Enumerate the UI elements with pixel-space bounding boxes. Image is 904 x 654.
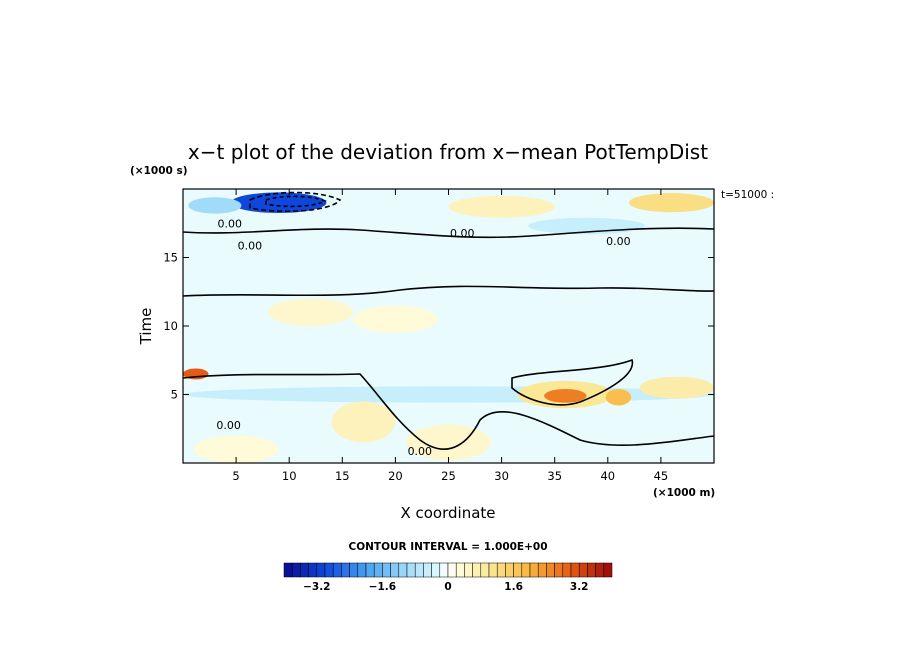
x-axis: 5 10 15 20 25 30 35 40 45 [232, 189, 668, 483]
colorbar-cell [324, 562, 334, 578]
colorbar-cell [373, 562, 383, 578]
colorbar-tick-label: 0 [444, 581, 451, 593]
contour-label: 0.00 [408, 445, 433, 458]
y-tick-label: 10 [163, 319, 178, 333]
colorbar-cell [472, 562, 482, 578]
colorbar-cell [505, 562, 514, 578]
y-tick-label: 15 [163, 251, 178, 265]
colorbar-cell [439, 562, 449, 578]
colorbar-cell [308, 562, 318, 578]
contour-interval-label: CONTOUR INTERVAL = 1.000E+00 [348, 541, 547, 553]
anomaly-blob [230, 192, 327, 213]
x-tick-label: 20 [388, 469, 403, 483]
colorbar-cell [521, 562, 531, 578]
colorbar: −3.2 −1.6 0 1.6 3.2 [283, 562, 613, 593]
anomaly-blob [267, 298, 353, 326]
x-unit-label: (×1000 m) [653, 487, 715, 499]
colorbar-cell [349, 562, 359, 578]
colorbar-cell [414, 562, 424, 578]
colorbar-cell [447, 562, 457, 578]
anomaly-blob [629, 193, 714, 213]
colorbar-cell [529, 562, 539, 578]
anomaly-blob [193, 435, 279, 463]
colorbar-cell [398, 562, 408, 578]
y-tick-label: 5 [171, 388, 178, 402]
anomaly-blob [331, 401, 396, 443]
chart-title: x−t plot of the deviation from x−mean Po… [188, 140, 708, 164]
contour-label: 0.00 [450, 227, 475, 240]
colorbar-cell [488, 562, 498, 578]
colorbar-cell [496, 562, 506, 578]
contour-label: 0.00 [238, 239, 263, 252]
colorbar-tick-label: 1.6 [504, 581, 523, 593]
colorbar-cell [464, 562, 473, 578]
time-stamp: t=51000 : [721, 189, 774, 201]
colorbar-cell [365, 562, 375, 578]
colorbar-cell [578, 562, 588, 578]
colorbar-tick-label: −3.2 [303, 581, 330, 593]
colorbar-cell [513, 562, 523, 578]
colorbar-cell [316, 562, 326, 578]
colorbar-cell [423, 562, 432, 578]
contour-label: 0.00 [216, 419, 241, 432]
colorbar-cell [332, 562, 342, 578]
contour-label: 0.00 [606, 235, 631, 248]
plot-background [183, 189, 714, 463]
colorbar-cell [431, 562, 441, 578]
zero-contour-lower [183, 373, 714, 450]
colorbar-cell [341, 562, 350, 578]
anomaly-blob [605, 389, 632, 406]
x-axis-title: X coordinate [400, 504, 495, 522]
colorbar-cell [595, 562, 605, 578]
zero-contour-neg-inner [265, 195, 327, 208]
contour-labels: 0.00 0.00 0.00 0.00 0.00 0.00 [216, 217, 630, 457]
anomaly-blob [406, 424, 491, 461]
colorbar-cell [562, 562, 572, 578]
x-tick-label: 35 [547, 469, 562, 483]
colorbar-tick-label: 3.2 [570, 581, 589, 593]
anomaly-field [183, 192, 714, 463]
anomaly-blob [544, 389, 587, 403]
colorbar-cell [603, 562, 613, 578]
x-tick-label: 5 [232, 469, 239, 483]
zero-contour-band [183, 285, 714, 297]
colorbar-cell [554, 562, 564, 578]
colorbar-cell [570, 562, 580, 578]
colorbar-cell [537, 562, 547, 578]
colorbar-cell [357, 562, 367, 578]
y-unit-label: (×1000 s) [130, 165, 188, 177]
x-tick-label: 15 [335, 469, 350, 483]
anomaly-blob [448, 195, 555, 218]
zero-contour-upper [183, 227, 714, 239]
colorbar-cell [480, 562, 490, 578]
anomaly-blob [183, 386, 714, 403]
x-tick-label: 40 [600, 469, 615, 483]
colorbar-cell [291, 562, 301, 578]
y-axis-title: Time [137, 308, 155, 346]
anomaly-blob [639, 376, 714, 399]
colorbar-cell [382, 562, 391, 578]
contour-warm-blob [511, 358, 634, 406]
colorbar-cell [546, 562, 555, 578]
contour-label: 0.00 [217, 217, 242, 230]
colorbar-tick-label: −1.6 [369, 581, 396, 593]
y-axis: 5 10 15 [163, 251, 714, 402]
zero-contours [183, 191, 714, 450]
colorbar-cell [390, 562, 400, 578]
x-tick-label: 45 [654, 469, 669, 483]
anomaly-blob [352, 305, 438, 333]
x-tick-label: 10 [282, 469, 297, 483]
colorbar-cell [300, 562, 309, 578]
x-tick-label: 30 [494, 469, 509, 483]
zero-contour-neg [249, 191, 342, 213]
x-tick-label: 25 [441, 469, 456, 483]
colorbar-cell [587, 562, 596, 578]
colorbar-cell [283, 562, 293, 578]
colorbar-cell [455, 562, 465, 578]
colorbar-cell [406, 562, 416, 578]
anomaly-blob [188, 197, 242, 214]
